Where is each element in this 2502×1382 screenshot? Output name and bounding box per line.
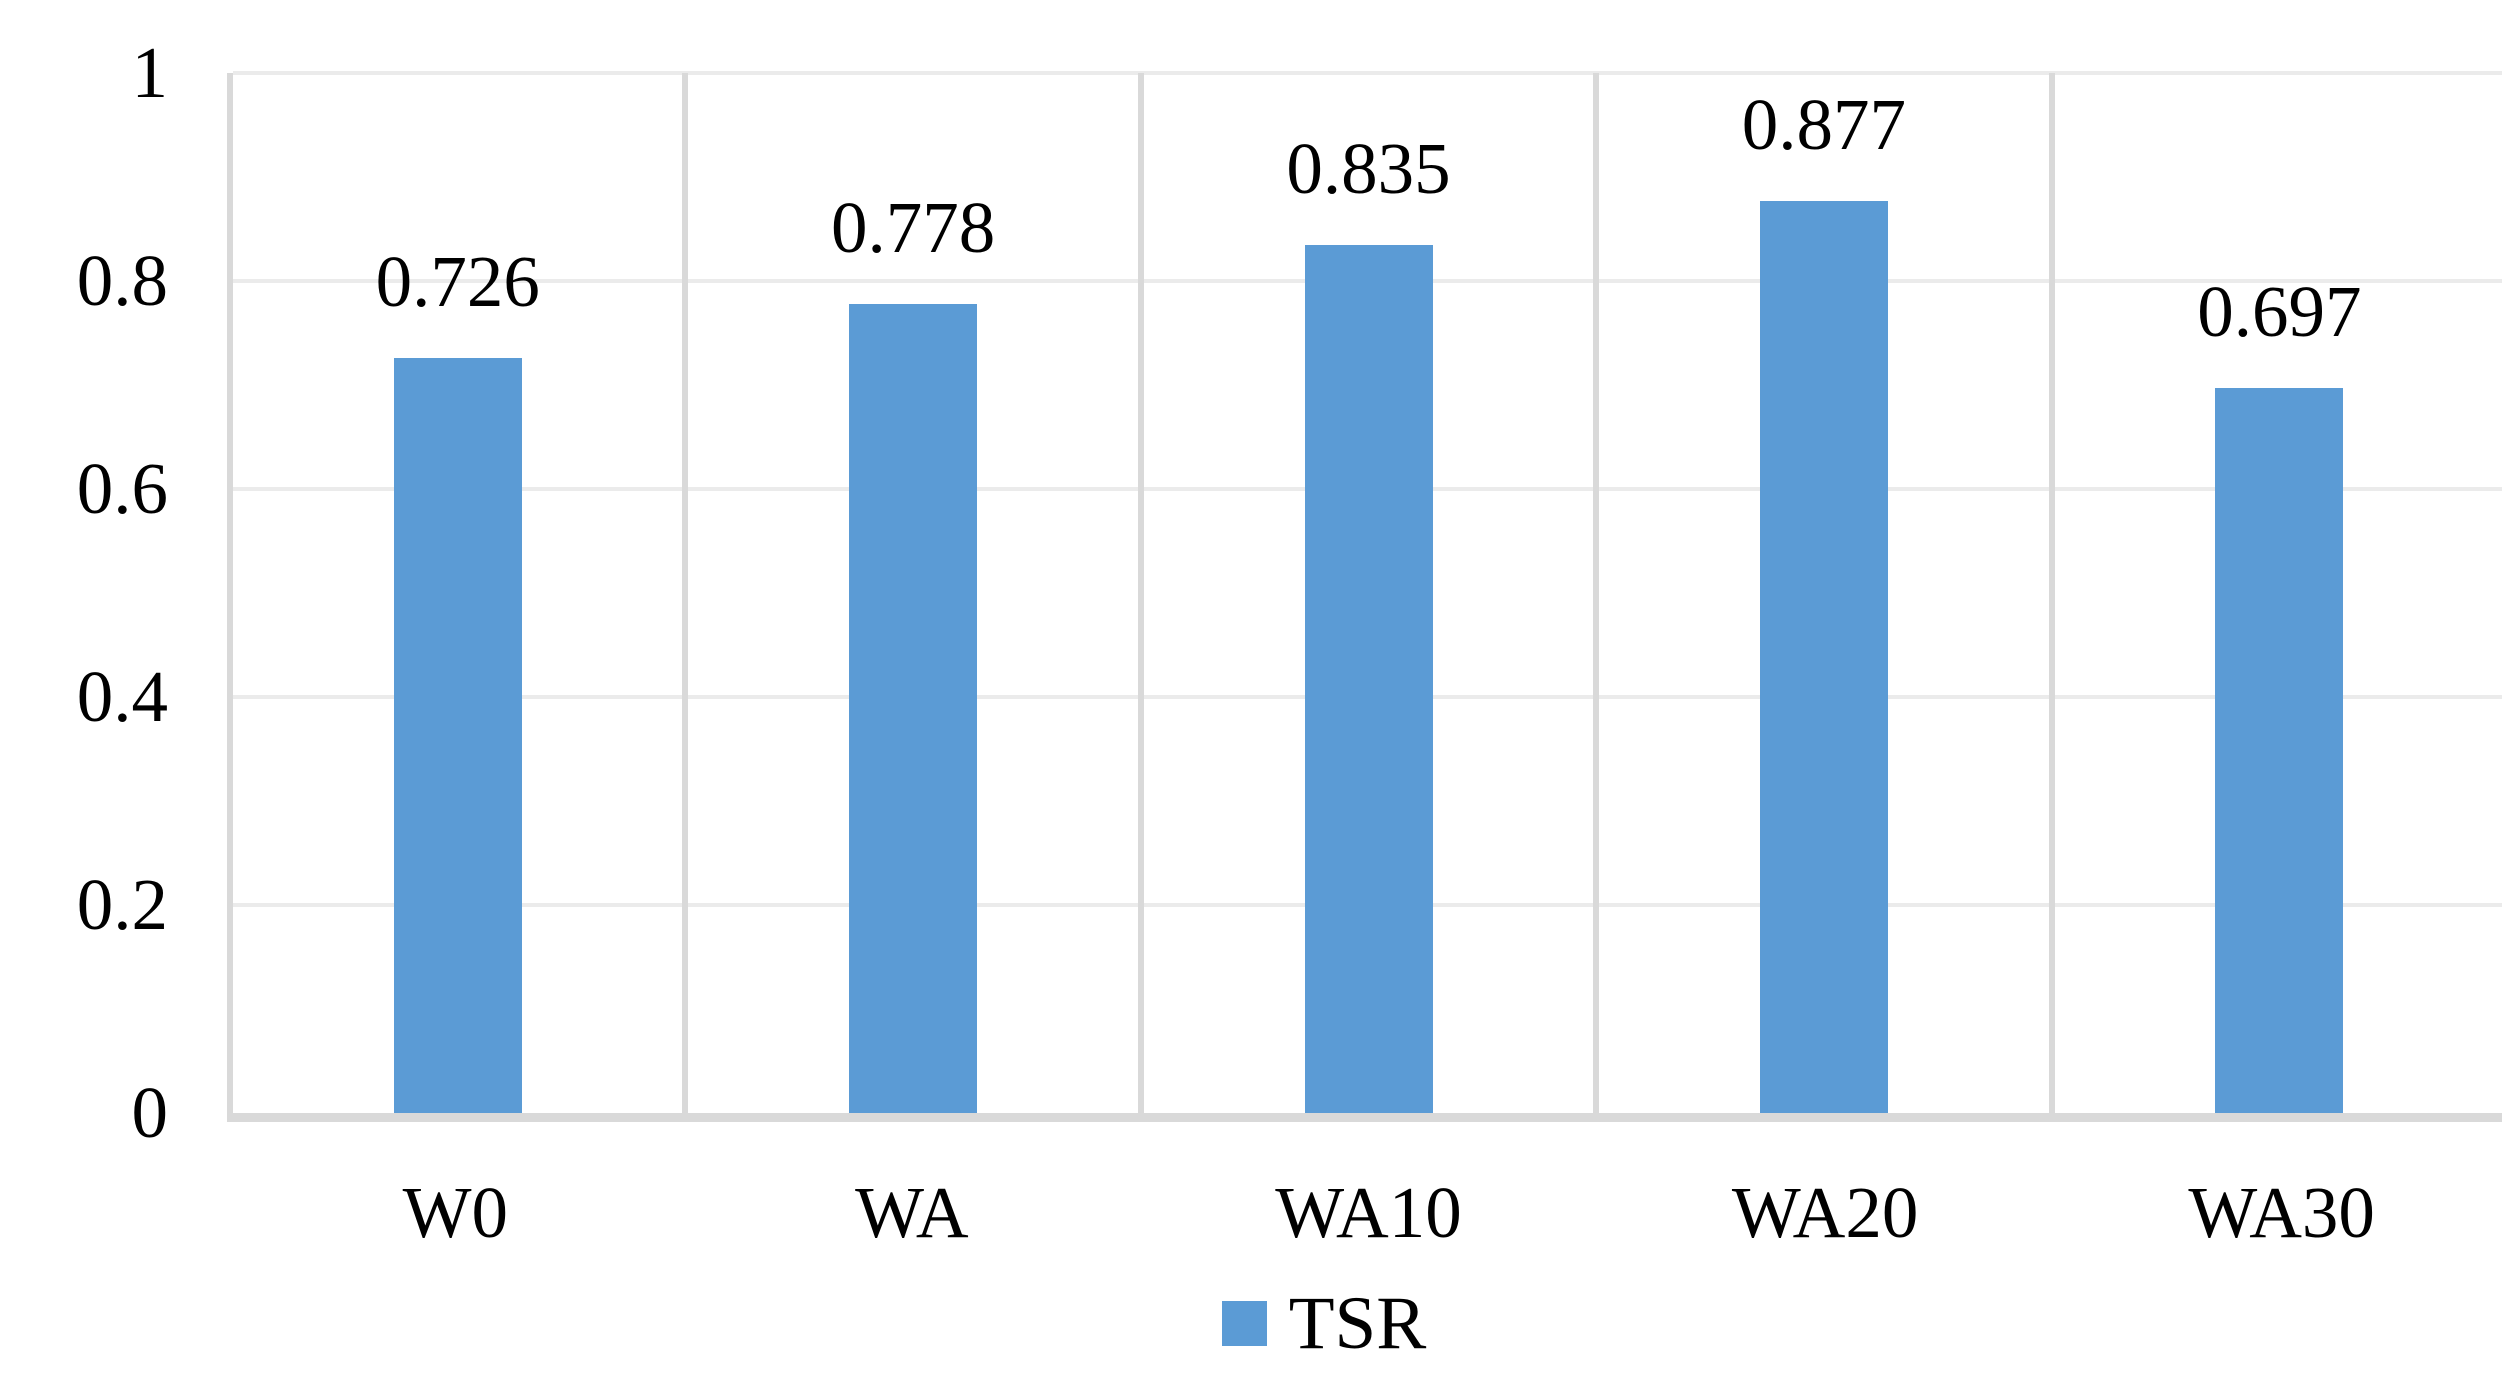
legend-label-tsr: TSR bbox=[1288, 1282, 1427, 1365]
category-cell-wa30: 0.697 bbox=[2055, 73, 2502, 1113]
gridline-y-1 bbox=[233, 71, 2502, 75]
data-label-w0: 0.726 bbox=[375, 240, 540, 322]
plot-area: 0.726 0.778 0.835 0.877 0.697 bbox=[227, 71, 2502, 1122]
category-cell-w0: 0.726 bbox=[233, 73, 689, 1113]
bar-wa bbox=[849, 303, 978, 1113]
x-tick-label-wa30: WA30 bbox=[2188, 1172, 2375, 1253]
bar-w0 bbox=[393, 357, 522, 1113]
y-tick-label-0.4: 0.4 bbox=[76, 656, 168, 737]
y-axis: 0 0.2 0.4 0.6 0.8 1 bbox=[40, 36, 168, 1149]
category-cell-wa: 0.778 bbox=[688, 73, 1144, 1113]
y-tick-label-0: 0 bbox=[131, 1072, 169, 1153]
legend: TSR bbox=[40, 1286, 2502, 1361]
category-cells: 0.726 0.778 0.835 0.877 0.697 bbox=[233, 73, 2502, 1113]
y-tick-label-0.6: 0.6 bbox=[76, 448, 168, 529]
x-axis: W0 WA WA10 WA20 WA30 bbox=[227, 1176, 2502, 1249]
y-tick-label-0.8: 0.8 bbox=[76, 240, 168, 321]
bar-wa20 bbox=[1759, 200, 1888, 1113]
data-label-wa20: 0.877 bbox=[1741, 83, 1907, 165]
x-tick-label-w0: W0 bbox=[402, 1172, 508, 1253]
x-tick-label-wa10: WA10 bbox=[1275, 1172, 1462, 1253]
category-cell-wa20: 0.877 bbox=[1599, 73, 2055, 1113]
x-tick-label-wa20: WA20 bbox=[1731, 1172, 1919, 1253]
tsr-bar-chart: 0 0.2 0.4 0.6 0.8 1 0.726 0.778 0.835 0.877 0.697… bbox=[40, 16, 2502, 1366]
x-tick-label-wa: WA bbox=[855, 1172, 969, 1253]
legend-swatch-tsr bbox=[1221, 1301, 1267, 1346]
data-label-wa10: 0.835 bbox=[1286, 127, 1451, 209]
bar-wa10 bbox=[1304, 244, 1433, 1113]
data-label-wa30: 0.697 bbox=[2197, 271, 2362, 353]
y-tick-label-1: 1 bbox=[131, 32, 169, 113]
y-tick-label-0.2: 0.2 bbox=[76, 864, 168, 945]
category-cell-wa10: 0.835 bbox=[1144, 73, 1600, 1113]
data-label-wa: 0.778 bbox=[830, 186, 996, 268]
bar-wa30 bbox=[2215, 388, 2344, 1113]
